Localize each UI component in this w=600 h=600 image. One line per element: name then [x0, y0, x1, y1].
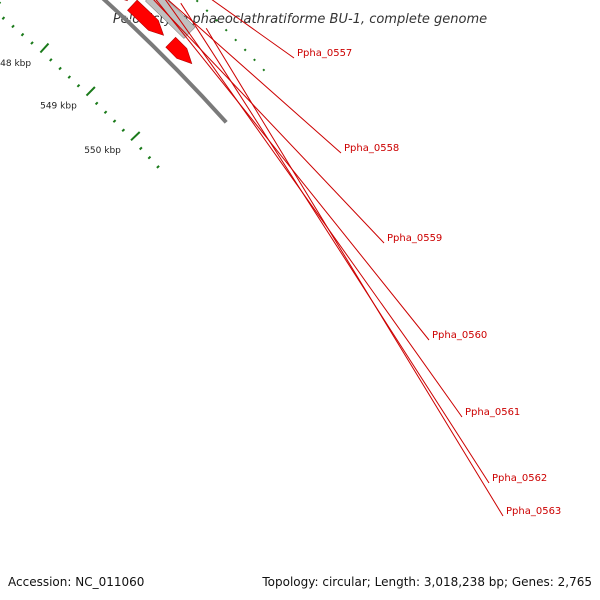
map-title: Pelodictyon phaeoclathratiforme BU-1, co…	[113, 12, 487, 27]
backbone-arc	[101, 0, 228, 124]
gene-arrow-Ppha_0561	[124, 0, 128, 2]
gene-label: Ppha_0559	[387, 233, 442, 244]
kbp-minor-tick	[49, 58, 53, 62]
outer-minor-tick	[215, 18, 219, 22]
gene-label: Ppha_0563	[506, 506, 561, 517]
gene-callout-line	[205, 28, 504, 517]
gene-callout-line	[167, 0, 342, 154]
outer-minor-tick	[234, 38, 238, 42]
kbp-minor-tick	[58, 66, 62, 71]
kbp-minor-tick	[20, 32, 25, 37]
gene-label: Ppha_0557	[297, 48, 352, 59]
gene-label: Ppha_0560	[432, 330, 487, 341]
feature-track	[145, 0, 196, 39]
gene-arrow-Ppha_0562	[127, 0, 165, 36]
kbp-minor-tick	[11, 24, 15, 29]
gene-callout-line	[155, 0, 430, 341]
backbone-highlight	[108, 0, 229, 121]
gene-track	[124, 0, 193, 65]
gene-callout-line	[180, 2, 490, 484]
kbp-minor-tick	[147, 155, 152, 160]
gene-label: Ppha_0558	[344, 143, 399, 154]
outer-minor-tick	[224, 28, 228, 32]
accession-text: Accession: NC_011060	[8, 575, 144, 589]
footer-background	[0, 570, 600, 600]
kbp-minor-tick	[1, 16, 6, 20]
outer-minor-tick	[262, 68, 266, 72]
feature-bar-Ppha_0562	[145, 0, 196, 39]
gene-label: Ppha_0561	[465, 407, 520, 418]
kbp-label: 549 kbp	[40, 102, 77, 112]
kbp-label: 550 kbp	[84, 146, 121, 156]
kbp-major-tick	[39, 42, 50, 54]
outer-minor-tick	[205, 9, 209, 13]
kbp-dots-track	[0, 1, 160, 169]
kbp-minor-tick	[67, 75, 72, 79]
gene-labels: Ppha_0557 Ppha_0558 Ppha_0559 Ppha_0560 Ppha…	[153, 0, 561, 517]
gene-callout-line	[153, 0, 385, 244]
kbp-minor-tick	[103, 110, 108, 115]
kbp-minor-tick	[139, 146, 143, 151]
kbp-minor-tick	[112, 119, 117, 123]
kbp-minor-tick	[156, 165, 160, 169]
kbp-minor-tick	[30, 41, 34, 45]
gene-arrow-Ppha_0563	[165, 36, 193, 65]
kbp-major-tick	[85, 86, 96, 97]
gene-label: Ppha_0562	[492, 473, 547, 484]
kbp-major-tick	[130, 131, 141, 142]
kbp-minor-tick	[76, 83, 81, 88]
outer-minor-tick	[253, 58, 256, 62]
backbone	[101, 0, 229, 124]
gene-callout-line	[211, 0, 295, 59]
outer-minor-tick	[243, 48, 247, 52]
outer-minor-tick	[195, 0, 199, 3]
kbp-minor-tick	[121, 128, 126, 132]
outer-dots-track	[195, 0, 266, 72]
kbp-label: 548 kbp	[0, 59, 31, 69]
genome-summary-text: Topology: circular; Length: 3,018,238 bp…	[261, 575, 592, 589]
kbp-minor-tick	[94, 101, 99, 106]
